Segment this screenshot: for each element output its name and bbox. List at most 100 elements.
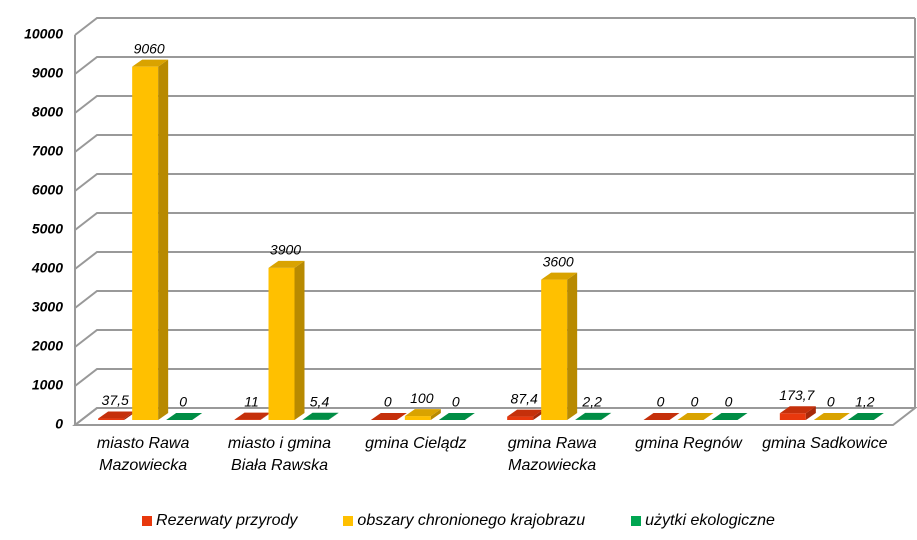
value-label: 9060	[134, 40, 165, 56]
grid-line	[74, 212, 915, 231]
bar-side	[260, 412, 271, 420]
bar	[711, 413, 748, 420]
bar	[438, 413, 475, 420]
bar-side	[805, 406, 816, 420]
bar	[813, 413, 850, 420]
x-tick-label: gmina Regnów	[635, 435, 742, 452]
grid-line	[74, 290, 915, 309]
bar-top	[404, 409, 441, 417]
bar-top	[370, 413, 407, 420]
bar-front	[98, 418, 125, 420]
grid-line	[74, 173, 915, 192]
x-tick-label: gmina Sadkowice	[762, 435, 888, 452]
bar	[677, 413, 714, 420]
bar-side	[294, 260, 305, 420]
bar	[268, 260, 305, 420]
bar-front	[507, 416, 534, 420]
legend-swatch	[343, 516, 354, 526]
bar-top	[234, 412, 271, 420]
bar	[643, 413, 680, 420]
bar-side	[533, 409, 544, 420]
value-label: 37,5	[102, 392, 129, 408]
bar-side	[328, 412, 339, 420]
value-label: 1,2	[855, 394, 875, 410]
bar-top	[98, 411, 135, 419]
legend-item: użytki ekologiczne	[631, 512, 775, 530]
legend-item: Rezerwaty przyrody	[142, 512, 297, 530]
value-label: 173,7	[779, 387, 815, 403]
value-label: 0	[725, 394, 733, 410]
bar	[847, 412, 884, 420]
bar-front	[404, 416, 431, 420]
bar-top	[643, 413, 680, 420]
bar-side	[873, 412, 884, 420]
y-tick-label: 10000	[24, 26, 63, 42]
y-tick-label: 0	[55, 416, 63, 432]
y-tick-label: 3000	[32, 299, 63, 315]
grid-line	[74, 407, 915, 426]
legend-swatch	[142, 516, 153, 526]
bar-side	[601, 412, 612, 420]
bar	[404, 409, 441, 420]
value-label: 3600	[543, 253, 574, 269]
x-tick-label: gmina Cielądz	[365, 435, 467, 452]
x-tick-label: miasto i gmina Biała Rawska	[227, 435, 332, 474]
y-tick-label: 8000	[32, 104, 63, 120]
grid-line	[74, 56, 915, 75]
bar-top	[677, 413, 714, 420]
legend-label: użytki ekologiczne	[645, 512, 775, 529]
legend-label: obszary chronionego krajobrazu	[357, 512, 586, 529]
y-tick-label: 7000	[32, 143, 63, 159]
bar-top	[268, 260, 305, 268]
grid-line	[74, 134, 915, 153]
grid-line	[74, 329, 915, 348]
x-tick-label: gmina Rawa Mazowiecka	[507, 435, 597, 474]
bar-top	[779, 406, 816, 414]
bar-top	[575, 412, 612, 420]
value-label: 0	[691, 394, 699, 410]
bar-top	[847, 412, 884, 420]
bar-side	[158, 59, 169, 420]
bar-top	[132, 59, 169, 67]
value-label: 5,4	[310, 393, 330, 409]
bar	[98, 411, 135, 420]
value-label: 0	[827, 394, 835, 410]
value-label: 2,2	[581, 394, 602, 410]
bar	[575, 412, 612, 420]
value-label: 100	[410, 390, 434, 406]
bar-front	[541, 279, 568, 420]
value-label: 0	[657, 394, 665, 410]
y-tick-label: 9000	[32, 65, 63, 81]
bar-side	[567, 272, 578, 420]
bar	[779, 406, 816, 420]
legend-label: Rezerwaty przyrody	[156, 512, 298, 529]
bar	[507, 409, 544, 420]
y-tick-label: 1000	[32, 377, 63, 393]
y-tick-label: 4000	[31, 260, 63, 276]
value-label: 3900	[270, 242, 301, 258]
bar-top	[438, 413, 475, 420]
legend-swatch	[631, 516, 642, 526]
bar-top	[507, 409, 544, 417]
bar-front	[132, 66, 159, 420]
y-tick-label: 2000	[31, 338, 63, 354]
value-label: 0	[179, 394, 187, 410]
bar-top	[711, 413, 748, 420]
bar	[541, 272, 578, 420]
bar-top	[302, 412, 339, 420]
bar	[302, 412, 339, 420]
bar-front	[268, 267, 295, 420]
value-label: 0	[384, 394, 392, 410]
grid-line	[74, 17, 915, 36]
y-tick-label: 6000	[32, 182, 63, 198]
value-label: 87,4	[511, 390, 538, 406]
bar-side	[124, 411, 135, 420]
bar	[132, 59, 169, 420]
bar	[166, 413, 203, 420]
y-tick-label: 5000	[32, 221, 63, 237]
bar	[370, 413, 407, 420]
bar-front	[779, 413, 806, 420]
grid-line	[74, 251, 915, 270]
